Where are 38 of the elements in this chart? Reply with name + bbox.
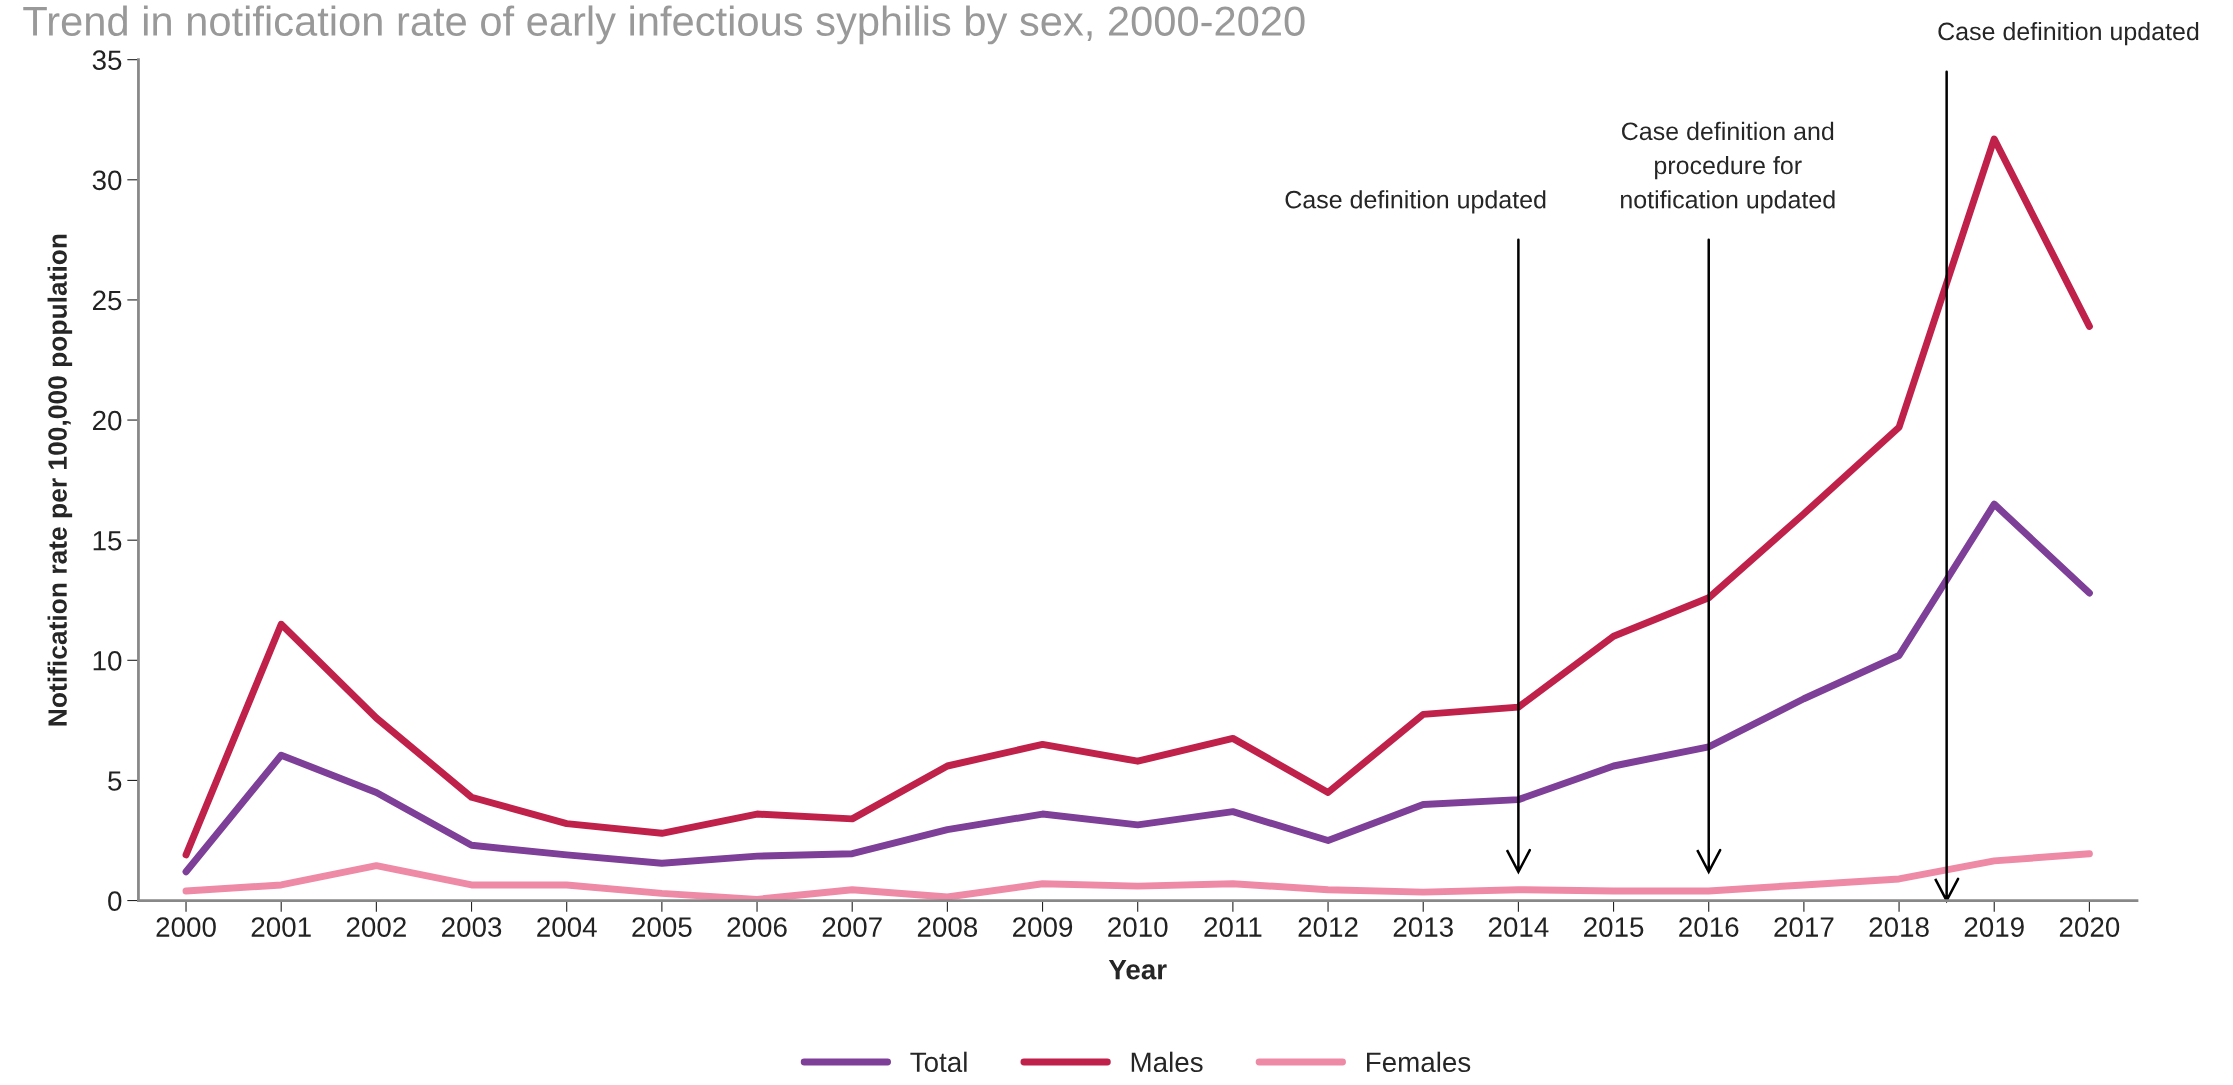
x-tick-label: 2005 bbox=[632, 917, 692, 937]
legend-label: Total bbox=[910, 1051, 967, 1073]
y-tick-label: 0 bbox=[108, 891, 122, 911]
x-tick-label: 2001 bbox=[251, 917, 311, 937]
x-tick-label: 2010 bbox=[1108, 917, 1168, 937]
x-tick-label: 2012 bbox=[1298, 917, 1358, 937]
legend-label: Females bbox=[1367, 1051, 1471, 1073]
x-tick-label: 2004 bbox=[537, 917, 597, 937]
chart-title: Trend in notification rate of early infectious syphilis by sex, 2000-2020 bbox=[23, 5, 1305, 45]
x-tick-label: 2017 bbox=[1774, 917, 1834, 937]
x-tick-label: 2011 bbox=[1204, 917, 1262, 937]
x-tick-label: 2007 bbox=[822, 917, 882, 937]
y-tick-label: 30 bbox=[92, 170, 122, 191]
x-tick-label: 2019 bbox=[1964, 917, 2024, 937]
ref-line-label: Case definition updated bbox=[1938, 21, 2199, 46]
x-tick-label: 2006 bbox=[727, 917, 787, 937]
x-tick-label: 2008 bbox=[917, 917, 978, 937]
x-tick-label: 2013 bbox=[1393, 917, 1453, 937]
y-tick-label: 20 bbox=[92, 410, 122, 431]
y-axis-title: Notification rate per 100,000 population bbox=[47, 234, 73, 726]
y-tick-label: 5 bbox=[108, 771, 122, 791]
y-tick-label: 10 bbox=[93, 650, 122, 671]
x-tick-label: 2016 bbox=[1679, 917, 1739, 937]
y-tick-label: 25 bbox=[92, 290, 122, 311]
y-tick-label: 35 bbox=[92, 50, 122, 71]
y-tick-label: 15 bbox=[93, 531, 122, 551]
ref-line-label: Case definition and procedure for notification updated bbox=[1621, 121, 1835, 214]
x-tick-label: 2014 bbox=[1488, 917, 1549, 937]
x-tick-label: 2002 bbox=[346, 917, 406, 937]
x-tick-label: 2009 bbox=[1013, 917, 1073, 937]
x-axis-title: Year bbox=[1108, 960, 1167, 980]
x-tick-label: 2020 bbox=[2059, 917, 2120, 937]
x-tick-label: 2000 bbox=[156, 917, 216, 937]
x-tick-label: 2003 bbox=[442, 917, 502, 937]
x-tick-label: 2018 bbox=[1869, 917, 1929, 937]
x-tick-label: 2015 bbox=[1584, 917, 1644, 937]
ref-line-label: Case definition updated bbox=[1285, 190, 1546, 214]
legend-label: Males bbox=[1131, 1051, 1203, 1073]
